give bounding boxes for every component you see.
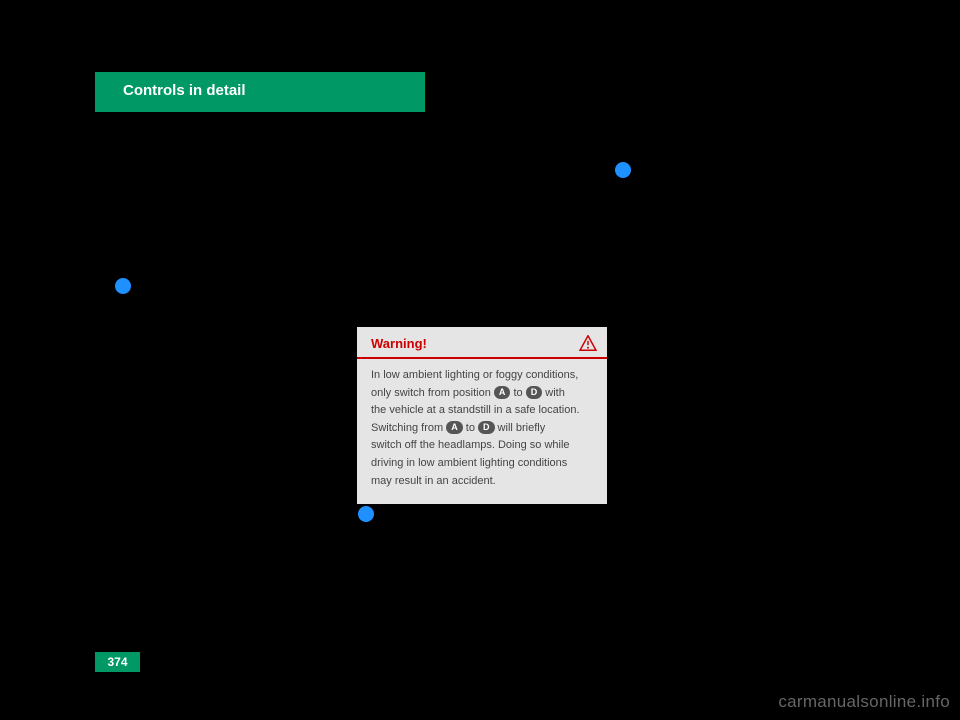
warning-text: driving in low ambient lighting conditio… bbox=[371, 457, 567, 469]
warning-text: switch off the headlamps. Doing so while bbox=[371, 439, 570, 451]
warning-title: Warning! bbox=[371, 336, 427, 351]
warning-text: with bbox=[542, 387, 565, 399]
warning-text: to bbox=[463, 422, 478, 434]
warning-text: to bbox=[510, 387, 525, 399]
bullet-dot-icon bbox=[358, 506, 374, 522]
position-a-icon: A bbox=[446, 421, 463, 434]
warning-text: Switching from bbox=[371, 422, 446, 434]
bullet-dot-icon bbox=[615, 162, 631, 178]
page-number: 374 bbox=[95, 652, 140, 672]
warning-header: Warning! bbox=[357, 327, 607, 357]
page-area: Controls in detail Warning! In low ambie… bbox=[95, 72, 865, 672]
position-a-icon: A bbox=[494, 386, 511, 399]
warning-triangle-icon bbox=[579, 335, 597, 351]
warning-text: In low ambient lighting or foggy conditi… bbox=[371, 369, 578, 381]
warning-body: In low ambient lighting or foggy conditi… bbox=[357, 365, 607, 504]
section-header: Controls in detail bbox=[95, 72, 425, 112]
position-d-icon: D bbox=[526, 386, 543, 399]
warning-text: the vehicle at a standstill in a safe lo… bbox=[371, 404, 580, 416]
header-title: Controls in detail bbox=[123, 82, 246, 99]
warning-text: may result in an accident. bbox=[371, 475, 496, 487]
position-d-icon: D bbox=[478, 421, 495, 434]
warning-callout: Warning! In low ambient lighting or fogg… bbox=[357, 327, 607, 504]
watermark-text: carmanualsonline.info bbox=[778, 692, 950, 712]
warning-text: will briefly bbox=[495, 422, 546, 434]
warning-divider bbox=[357, 357, 607, 359]
bullet-dot-icon bbox=[115, 278, 131, 294]
warning-text: only switch from position bbox=[371, 387, 494, 399]
header-accent bbox=[95, 98, 115, 112]
